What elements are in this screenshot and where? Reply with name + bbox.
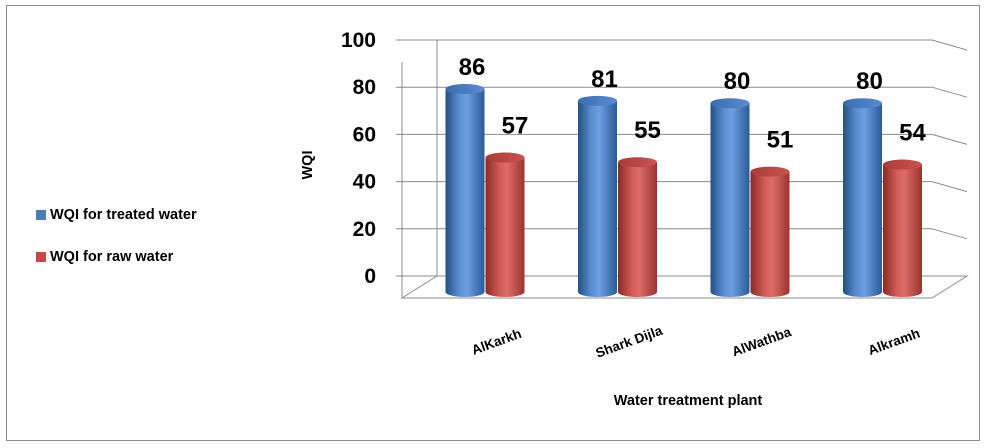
legend: WQI for treated water WQI for raw water <box>36 205 197 289</box>
x-tick-label: AlKarkh <box>470 326 524 358</box>
y-axis-title: WQI <box>300 151 316 180</box>
legend-swatch-raw <box>36 251 46 262</box>
gridline-side <box>931 86 968 98</box>
bar-top-treated <box>843 98 882 109</box>
bar-raw <box>618 162 657 297</box>
data-label-treated: 86 <box>459 54 486 81</box>
y-tick-label: 100 <box>341 29 376 52</box>
bar-raw <box>750 171 790 297</box>
x-tick-label: Alkramh <box>866 325 922 358</box>
data-label-raw: 55 <box>634 117 661 144</box>
legend-label-raw: WQI for raw water <box>50 248 174 265</box>
legend-item-raw: WQI for raw water <box>36 247 197 266</box>
legend-swatch-treated <box>36 209 46 220</box>
bar-raw <box>485 157 525 297</box>
y-tick-label: 60 <box>353 123 376 146</box>
data-label-raw: 54 <box>899 120 926 147</box>
y-tick-label: 80 <box>353 76 376 99</box>
data-label-treated: 81 <box>591 66 618 93</box>
bar-top-raw <box>750 166 790 177</box>
floor-plane <box>400 275 969 299</box>
bar-top-raw <box>485 152 525 163</box>
gridline-side <box>931 133 968 145</box>
bar-top-raw <box>618 157 657 168</box>
bar-treated <box>843 103 882 297</box>
grid-layer <box>400 39 969 299</box>
gridline-side <box>931 181 968 193</box>
data-label-raw: 51 <box>767 127 794 154</box>
data-label-treated: 80 <box>724 68 751 95</box>
bars-layer <box>445 84 922 297</box>
bar-top-treated <box>578 95 617 106</box>
legend-label-treated: WQI for treated water <box>50 206 197 223</box>
bar-top-treated <box>710 98 750 109</box>
bar-treated <box>710 103 750 297</box>
bar-treated <box>445 89 485 297</box>
gridline-side <box>931 39 968 51</box>
axis-layer: 0 20 40 60 80 100 <box>341 29 438 298</box>
x-tick-label: Shark Dijla <box>594 323 665 361</box>
legend-item-treated: WQI for treated water <box>36 205 197 224</box>
bar-raw <box>883 164 922 297</box>
data-label-raw: 57 <box>502 112 529 139</box>
x-tick-label: AlWathba <box>730 324 794 359</box>
y-tick-label: 20 <box>353 218 376 241</box>
data-label-treated: 80 <box>856 68 883 95</box>
bar-top-treated <box>445 84 485 95</box>
bar-treated <box>578 100 617 297</box>
gridline-side <box>931 228 968 240</box>
bar-top-raw <box>883 159 922 170</box>
y-tick-label: 40 <box>353 171 376 194</box>
y-tick-label: 0 <box>364 265 376 288</box>
x-axis-title: Water treatment plant <box>614 393 763 409</box>
